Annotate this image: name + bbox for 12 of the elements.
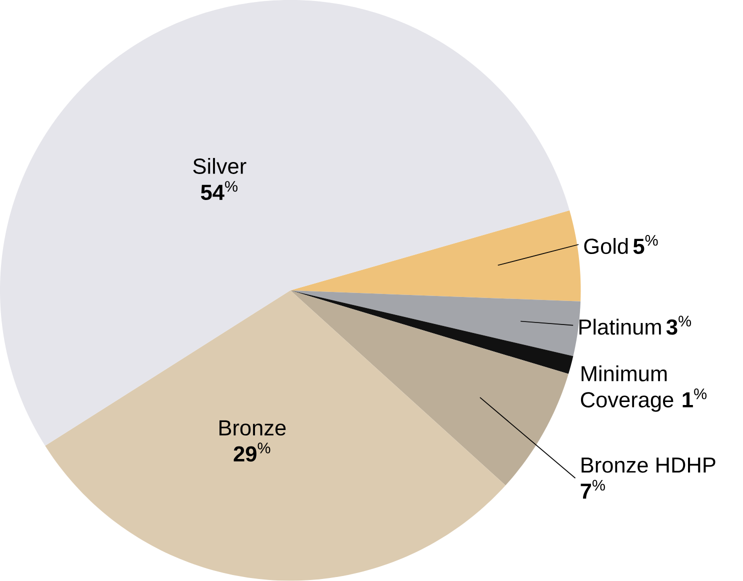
slice-label: Minimum Coverage: [580, 366, 674, 412]
data-label: 3$^{%}$: [666, 316, 692, 335]
data-label: 7$^{%}$: [580, 480, 605, 499]
slice-label: Silver: [193, 158, 246, 174]
data-label: 5$^{%}$: [633, 235, 658, 254]
slice-label: Gold: [584, 238, 628, 254]
slice-label: Bronze: [220, 420, 286, 436]
data-label: 1$^{%}$: [682, 388, 707, 408]
slice-label: Bronze HDHP: [582, 458, 716, 473]
data-label: 29$^{%}$: [234, 442, 270, 462]
slice-label: Platinum: [579, 318, 661, 335]
data-label: 54$^{%}$: [200, 181, 238, 200]
